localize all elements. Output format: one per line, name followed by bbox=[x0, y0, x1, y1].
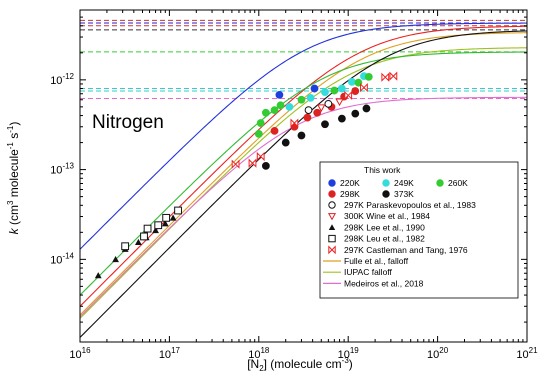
plot-frame bbox=[79, 9, 528, 343]
legend-marker-4 bbox=[328, 245, 336, 255]
point-s9-0 bbox=[231, 159, 240, 169]
legend-label-r0-0: 220K bbox=[340, 178, 360, 188]
point-s9-4 bbox=[344, 90, 353, 101]
legend-title: This work bbox=[364, 165, 401, 175]
falloff-curve-2 bbox=[80, 96, 527, 318]
point-s4-2 bbox=[297, 131, 306, 140]
x-tick-label-5: 1021 bbox=[516, 346, 538, 361]
point-s7-1 bbox=[112, 255, 119, 263]
legend-marker-r0-2 bbox=[436, 179, 444, 187]
point-s9-3 bbox=[290, 118, 299, 128]
point-s1-2 bbox=[321, 88, 329, 97]
high-pressure-limit-lines bbox=[80, 19, 527, 99]
point-s0-0 bbox=[275, 90, 284, 99]
legend-label-3: 298K Leu et al., 1982 bbox=[344, 234, 425, 244]
point-s8-0 bbox=[121, 242, 130, 251]
point-s1-4 bbox=[348, 77, 356, 86]
point-s7-6 bbox=[161, 220, 169, 227]
point-s8-4 bbox=[162, 213, 171, 222]
point-s4-1 bbox=[281, 138, 290, 147]
point-s4-4 bbox=[337, 114, 346, 123]
point-s7-5 bbox=[152, 227, 159, 234]
legend-label-7: Medeiros et al., 2018 bbox=[344, 278, 424, 288]
legend-marker-1 bbox=[327, 213, 337, 221]
x-tick-label-3: 1019 bbox=[338, 346, 360, 361]
point-s2-5 bbox=[297, 95, 306, 104]
point-s2-6 bbox=[330, 86, 339, 95]
point-s8-1 bbox=[140, 232, 148, 241]
legend-marker-0 bbox=[328, 201, 336, 209]
legend-marker-r1-0 bbox=[328, 190, 336, 198]
point-s9-7 bbox=[389, 71, 398, 81]
legend-box bbox=[319, 161, 519, 299]
legend-marker-r0-0 bbox=[328, 179, 336, 187]
point-s8-2 bbox=[143, 224, 152, 233]
point-s9-2 bbox=[256, 151, 265, 162]
y-axis-label: k (cm3 molecule-1 s-1) bbox=[6, 122, 21, 235]
x-tick-label-4: 1020 bbox=[427, 346, 449, 361]
point-s6-1 bbox=[335, 98, 344, 107]
legend-marker-r1-1 bbox=[382, 190, 390, 198]
point-s6-0 bbox=[317, 104, 326, 113]
legend-marker-2 bbox=[328, 224, 336, 230]
legend-label-r0-1: 249K bbox=[394, 178, 414, 188]
point-s2-1 bbox=[256, 119, 265, 127]
legend-label-2: 298K Lee et al., 1990 bbox=[344, 222, 425, 232]
axes: 1016 1017 1018 1019 1020 1021 10-14 10-13 10-12 bbox=[50, 9, 538, 361]
point-s8-3 bbox=[154, 221, 163, 230]
point-s2-3 bbox=[270, 106, 279, 115]
annotation-nitrogen: Nitrogen bbox=[92, 112, 164, 133]
legend-label-r1-0: 298K bbox=[340, 189, 360, 199]
point-s4-6 bbox=[362, 104, 371, 113]
x-tick-label-0: 1016 bbox=[69, 346, 91, 361]
point-s1-3 bbox=[337, 84, 346, 93]
legend-label-4: 297K Castleman and Tang, 1976 bbox=[344, 245, 468, 255]
point-s1-0 bbox=[285, 102, 294, 111]
point-s3-0 bbox=[270, 126, 279, 135]
legend-label-0: 297K Paraskevopoulos et al., 1983 bbox=[344, 200, 476, 210]
point-s3-3 bbox=[313, 108, 322, 117]
point-s9-5 bbox=[360, 82, 368, 93]
point-s3-6 bbox=[351, 87, 360, 95]
point-s2-8 bbox=[364, 72, 373, 81]
y-tick-label-1: 10-13 bbox=[50, 162, 74, 177]
point-s0-1 bbox=[310, 84, 319, 93]
legend-marker-3 bbox=[328, 234, 336, 243]
point-s9-6 bbox=[381, 72, 390, 82]
legend-label-1: 300K Wine et al., 1984 bbox=[344, 211, 430, 221]
point-s7-3 bbox=[134, 238, 142, 245]
data-points bbox=[94, 71, 398, 279]
point-s5-0 bbox=[304, 106, 313, 115]
legend-label-6: IUPAC falloff bbox=[344, 267, 393, 277]
point-s7-0 bbox=[94, 272, 102, 279]
point-s1-1 bbox=[306, 93, 315, 102]
legend-label-r1-1: 373K bbox=[394, 189, 414, 199]
legend-label-5: Fulle et al., falloff bbox=[344, 256, 409, 266]
point-s4-5 bbox=[351, 109, 360, 118]
point-s2-2 bbox=[261, 108, 270, 117]
point-s2-4 bbox=[276, 101, 285, 110]
point-s4-0 bbox=[261, 161, 270, 170]
falloff-curve-1 bbox=[80, 47, 527, 319]
legend-label-r0-2: 260K bbox=[448, 178, 468, 188]
point-s7-7 bbox=[169, 214, 177, 221]
y-tick-label-2: 10-12 bbox=[50, 72, 74, 87]
point-s9-1 bbox=[248, 158, 257, 168]
point-s3-2 bbox=[303, 113, 312, 122]
y-tick-label-0: 10-14 bbox=[50, 251, 74, 266]
point-s8-5 bbox=[174, 206, 182, 215]
falloff-curve-3 bbox=[80, 22, 527, 250]
point-s5-1 bbox=[324, 99, 333, 108]
point-s4-3 bbox=[321, 120, 329, 129]
falloff-curve-6 bbox=[80, 30, 527, 338]
falloff-curves bbox=[80, 22, 527, 338]
point-s2-0 bbox=[254, 129, 263, 138]
x-tick-label-1: 1017 bbox=[159, 346, 181, 361]
x-tick-label-2: 1018 bbox=[248, 346, 270, 361]
legend-marker-r0-1 bbox=[382, 179, 390, 187]
falloff-curve-5 bbox=[80, 51, 527, 296]
x-axis-label: [N2] (molecule cm-3) bbox=[247, 356, 353, 373]
